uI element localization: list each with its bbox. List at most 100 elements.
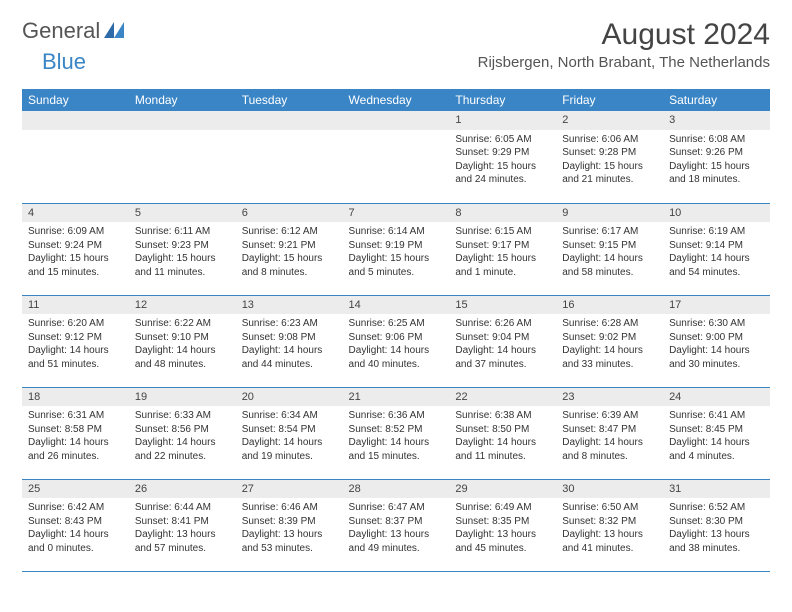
- daylight-line: Daylight: 15 hours and 11 minutes.: [135, 252, 230, 279]
- sunset-line: Sunset: 9:12 PM: [28, 331, 123, 345]
- sunrise-line: Sunrise: 6:17 AM: [562, 225, 657, 239]
- sunset-line: Sunset: 9:21 PM: [242, 239, 337, 253]
- calendar-cell: 19Sunrise: 6:33 AMSunset: 8:56 PMDayligh…: [129, 387, 236, 479]
- day-number: 23: [556, 388, 663, 407]
- day-number: 24: [663, 388, 770, 407]
- daylight-line: Daylight: 14 hours and 30 minutes.: [669, 344, 764, 371]
- sunset-line: Sunset: 8:52 PM: [349, 423, 444, 437]
- sunset-line: Sunset: 8:43 PM: [28, 515, 123, 529]
- sunrise-line: Sunrise: 6:39 AM: [562, 409, 657, 423]
- sunrise-line: Sunrise: 6:38 AM: [455, 409, 550, 423]
- day-number: 9: [556, 204, 663, 223]
- sunset-line: Sunset: 8:30 PM: [669, 515, 764, 529]
- day-number: 8: [449, 204, 556, 223]
- cell-body: Sunrise: 6:23 AMSunset: 9:08 PMDaylight:…: [236, 314, 343, 375]
- daylight-line: Daylight: 13 hours and 53 minutes.: [242, 528, 337, 555]
- sunset-line: Sunset: 9:15 PM: [562, 239, 657, 253]
- calendar-cell: [343, 111, 450, 203]
- sunset-line: Sunset: 9:19 PM: [349, 239, 444, 253]
- daylight-line: Daylight: 13 hours and 57 minutes.: [135, 528, 230, 555]
- sunrise-line: Sunrise: 6:36 AM: [349, 409, 444, 423]
- sunset-line: Sunset: 9:28 PM: [562, 146, 657, 160]
- month-title: August 2024: [478, 18, 770, 52]
- sunrise-line: Sunrise: 6:09 AM: [28, 225, 123, 239]
- calendar-cell: 30Sunrise: 6:50 AMSunset: 8:32 PMDayligh…: [556, 479, 663, 571]
- calendar-cell: [236, 111, 343, 203]
- sunrise-line: Sunrise: 6:41 AM: [669, 409, 764, 423]
- calendar-cell: 28Sunrise: 6:47 AMSunset: 8:37 PMDayligh…: [343, 479, 450, 571]
- calendar-cell: 1Sunrise: 6:05 AMSunset: 9:29 PMDaylight…: [449, 111, 556, 203]
- cell-body: Sunrise: 6:06 AMSunset: 9:28 PMDaylight:…: [556, 130, 663, 191]
- daylight-line: Daylight: 13 hours and 49 minutes.: [349, 528, 444, 555]
- calendar-cell: 31Sunrise: 6:52 AMSunset: 8:30 PMDayligh…: [663, 479, 770, 571]
- day-number: 20: [236, 388, 343, 407]
- cell-body: Sunrise: 6:46 AMSunset: 8:39 PMDaylight:…: [236, 498, 343, 559]
- cell-body: Sunrise: 6:31 AMSunset: 8:58 PMDaylight:…: [22, 406, 129, 467]
- daylight-line: Daylight: 14 hours and 54 minutes.: [669, 252, 764, 279]
- sunrise-line: Sunrise: 6:12 AM: [242, 225, 337, 239]
- sunset-line: Sunset: 8:50 PM: [455, 423, 550, 437]
- day-number-empty: [129, 111, 236, 130]
- cell-body: Sunrise: 6:44 AMSunset: 8:41 PMDaylight:…: [129, 498, 236, 559]
- day-number: 25: [22, 480, 129, 499]
- day-number: 31: [663, 480, 770, 499]
- cell-body: Sunrise: 6:34 AMSunset: 8:54 PMDaylight:…: [236, 406, 343, 467]
- cell-body: Sunrise: 6:36 AMSunset: 8:52 PMDaylight:…: [343, 406, 450, 467]
- day-number: 15: [449, 296, 556, 315]
- daylight-line: Daylight: 14 hours and 4 minutes.: [669, 436, 764, 463]
- day-header: Wednesday: [343, 89, 450, 111]
- sunrise-line: Sunrise: 6:25 AM: [349, 317, 444, 331]
- calendar-cell: 3Sunrise: 6:08 AMSunset: 9:26 PMDaylight…: [663, 111, 770, 203]
- daylight-line: Daylight: 15 hours and 21 minutes.: [562, 160, 657, 187]
- day-number: 30: [556, 480, 663, 499]
- day-header-row: Sunday Monday Tuesday Wednesday Thursday…: [22, 89, 770, 111]
- day-number: 10: [663, 204, 770, 223]
- cell-body: Sunrise: 6:14 AMSunset: 9:19 PMDaylight:…: [343, 222, 450, 283]
- calendar-cell: 4Sunrise: 6:09 AMSunset: 9:24 PMDaylight…: [22, 203, 129, 295]
- calendar-cell: 13Sunrise: 6:23 AMSunset: 9:08 PMDayligh…: [236, 295, 343, 387]
- logo-mark-icon: [104, 18, 124, 44]
- day-number: 13: [236, 296, 343, 315]
- calendar-cell: 16Sunrise: 6:28 AMSunset: 9:02 PMDayligh…: [556, 295, 663, 387]
- daylight-line: Daylight: 13 hours and 41 minutes.: [562, 528, 657, 555]
- sunrise-line: Sunrise: 6:15 AM: [455, 225, 550, 239]
- daylight-line: Daylight: 15 hours and 8 minutes.: [242, 252, 337, 279]
- sunset-line: Sunset: 8:37 PM: [349, 515, 444, 529]
- day-number: 7: [343, 204, 450, 223]
- day-number-empty: [22, 111, 129, 130]
- day-number: 11: [22, 296, 129, 315]
- calendar-cell: 8Sunrise: 6:15 AMSunset: 9:17 PMDaylight…: [449, 203, 556, 295]
- sunrise-line: Sunrise: 6:47 AM: [349, 501, 444, 515]
- sunset-line: Sunset: 9:00 PM: [669, 331, 764, 345]
- sunset-line: Sunset: 9:08 PM: [242, 331, 337, 345]
- day-header: Thursday: [449, 89, 556, 111]
- calendar-body: 1Sunrise: 6:05 AMSunset: 9:29 PMDaylight…: [22, 111, 770, 571]
- cell-body: Sunrise: 6:52 AMSunset: 8:30 PMDaylight:…: [663, 498, 770, 559]
- daylight-line: Daylight: 14 hours and 37 minutes.: [455, 344, 550, 371]
- calendar-cell: 25Sunrise: 6:42 AMSunset: 8:43 PMDayligh…: [22, 479, 129, 571]
- cell-body: Sunrise: 6:20 AMSunset: 9:12 PMDaylight:…: [22, 314, 129, 375]
- daylight-line: Daylight: 15 hours and 15 minutes.: [28, 252, 123, 279]
- day-number: 27: [236, 480, 343, 499]
- day-number: 21: [343, 388, 450, 407]
- cell-body: Sunrise: 6:09 AMSunset: 9:24 PMDaylight:…: [22, 222, 129, 283]
- sunset-line: Sunset: 9:26 PM: [669, 146, 764, 160]
- sunrise-line: Sunrise: 6:52 AM: [669, 501, 764, 515]
- day-number-empty: [343, 111, 450, 130]
- calendar-cell: 10Sunrise: 6:19 AMSunset: 9:14 PMDayligh…: [663, 203, 770, 295]
- cell-body: Sunrise: 6:28 AMSunset: 9:02 PMDaylight:…: [556, 314, 663, 375]
- calendar-cell: 12Sunrise: 6:22 AMSunset: 9:10 PMDayligh…: [129, 295, 236, 387]
- calendar-cell: 23Sunrise: 6:39 AMSunset: 8:47 PMDayligh…: [556, 387, 663, 479]
- daylight-line: Daylight: 14 hours and 19 minutes.: [242, 436, 337, 463]
- day-number: 2: [556, 111, 663, 130]
- calendar-cell: 17Sunrise: 6:30 AMSunset: 9:00 PMDayligh…: [663, 295, 770, 387]
- daylight-line: Daylight: 13 hours and 38 minutes.: [669, 528, 764, 555]
- day-number: 4: [22, 204, 129, 223]
- sunset-line: Sunset: 9:17 PM: [455, 239, 550, 253]
- sunrise-line: Sunrise: 6:42 AM: [28, 501, 123, 515]
- cell-body: Sunrise: 6:05 AMSunset: 9:29 PMDaylight:…: [449, 130, 556, 191]
- cell-body: Sunrise: 6:41 AMSunset: 8:45 PMDaylight:…: [663, 406, 770, 467]
- calendar-week-row: 4Sunrise: 6:09 AMSunset: 9:24 PMDaylight…: [22, 203, 770, 295]
- calendar-cell: 15Sunrise: 6:26 AMSunset: 9:04 PMDayligh…: [449, 295, 556, 387]
- sunrise-line: Sunrise: 6:31 AM: [28, 409, 123, 423]
